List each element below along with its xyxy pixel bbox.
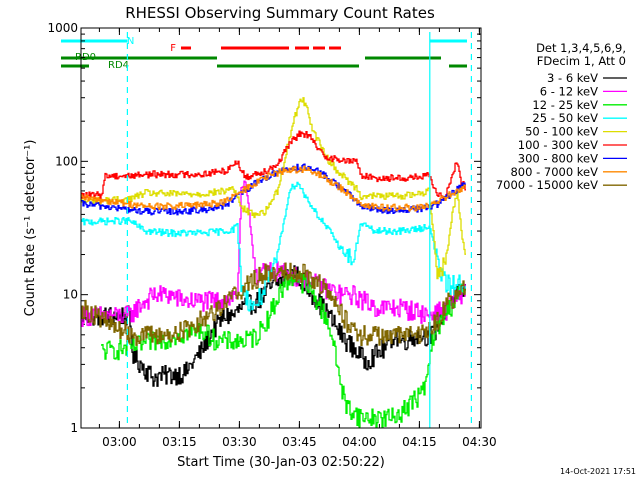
flag-label-f: F (170, 43, 176, 54)
series-line-8 (81, 165, 466, 212)
series-line-9 (81, 262, 466, 347)
legend-label-8: 800 - 7000 keV (510, 165, 598, 179)
x-tick-label: 03:00 (102, 435, 137, 449)
legend-header-line-1: Det 1,3,4,5,6,9, (536, 41, 626, 55)
legend-label-5: 50 - 100 keV (525, 125, 598, 139)
series-line-5 (81, 97, 466, 280)
y-axis-label: Count Rate (s⁻¹ detector⁻¹) (23, 140, 38, 317)
legend-label-9: 7000 - 15000 keV (496, 178, 598, 192)
y-tick-label: 1 (70, 421, 78, 435)
x-tick-label: 03:15 (162, 435, 197, 449)
legend-label-6: 100 - 300 keV (518, 138, 598, 152)
generation-timestamp: 14-Oct-2021 17:51 (560, 467, 636, 476)
y-axis-ticks: 1 10 100 1000 (47, 21, 481, 435)
legend-label-4: 25 - 50 keV (532, 111, 598, 125)
x-tick-label: 04:15 (402, 435, 437, 449)
x-axis-label: Start Time (30-Jan-03 02:50:22) (177, 455, 385, 470)
x-tick-label: 04:30 (462, 435, 497, 449)
y-tick-label: 1000 (47, 21, 78, 35)
x-axis-ticks: 03:00 03:15 03:30 03:45 04:00 04:15 04:30 (98, 28, 497, 449)
flag-label-rd4: RD4 (108, 60, 129, 71)
series-line-3 (101, 271, 466, 429)
y-tick-label: 10 (63, 288, 78, 302)
legend-label-7: 300 - 800 keV (518, 151, 598, 165)
flag-label-rd0: RD0 (75, 52, 96, 63)
x-tick-label: 03:45 (282, 435, 317, 449)
flag-label-n: N (127, 36, 134, 47)
series-line-1 (81, 265, 466, 387)
series-line-4 (81, 181, 466, 312)
legend-label-3: 12 - 25 keV (532, 98, 598, 112)
legend: Det 1,3,4,5,6,9, FDecim 1, Att 0 3 - 6 k… (496, 41, 627, 192)
legend-header-line-2: FDecim 1, Att 0 (537, 54, 626, 68)
legend-label-2: 6 - 12 keV (540, 84, 598, 98)
y-tick-label: 100 (55, 154, 78, 168)
flag-bars: N F RD0 RD4 (61, 36, 467, 71)
series-line-6 (81, 130, 466, 201)
plot-frame (80, 27, 482, 429)
series-group (81, 97, 466, 429)
legend-label-1: 3 - 6 keV (547, 71, 598, 85)
chart-title: RHESSI Observing Summary Count Rates (125, 4, 435, 22)
x-tick-label: 03:30 (222, 435, 257, 449)
x-tick-label: 04:00 (342, 435, 377, 449)
event-lines (126, 32, 472, 428)
